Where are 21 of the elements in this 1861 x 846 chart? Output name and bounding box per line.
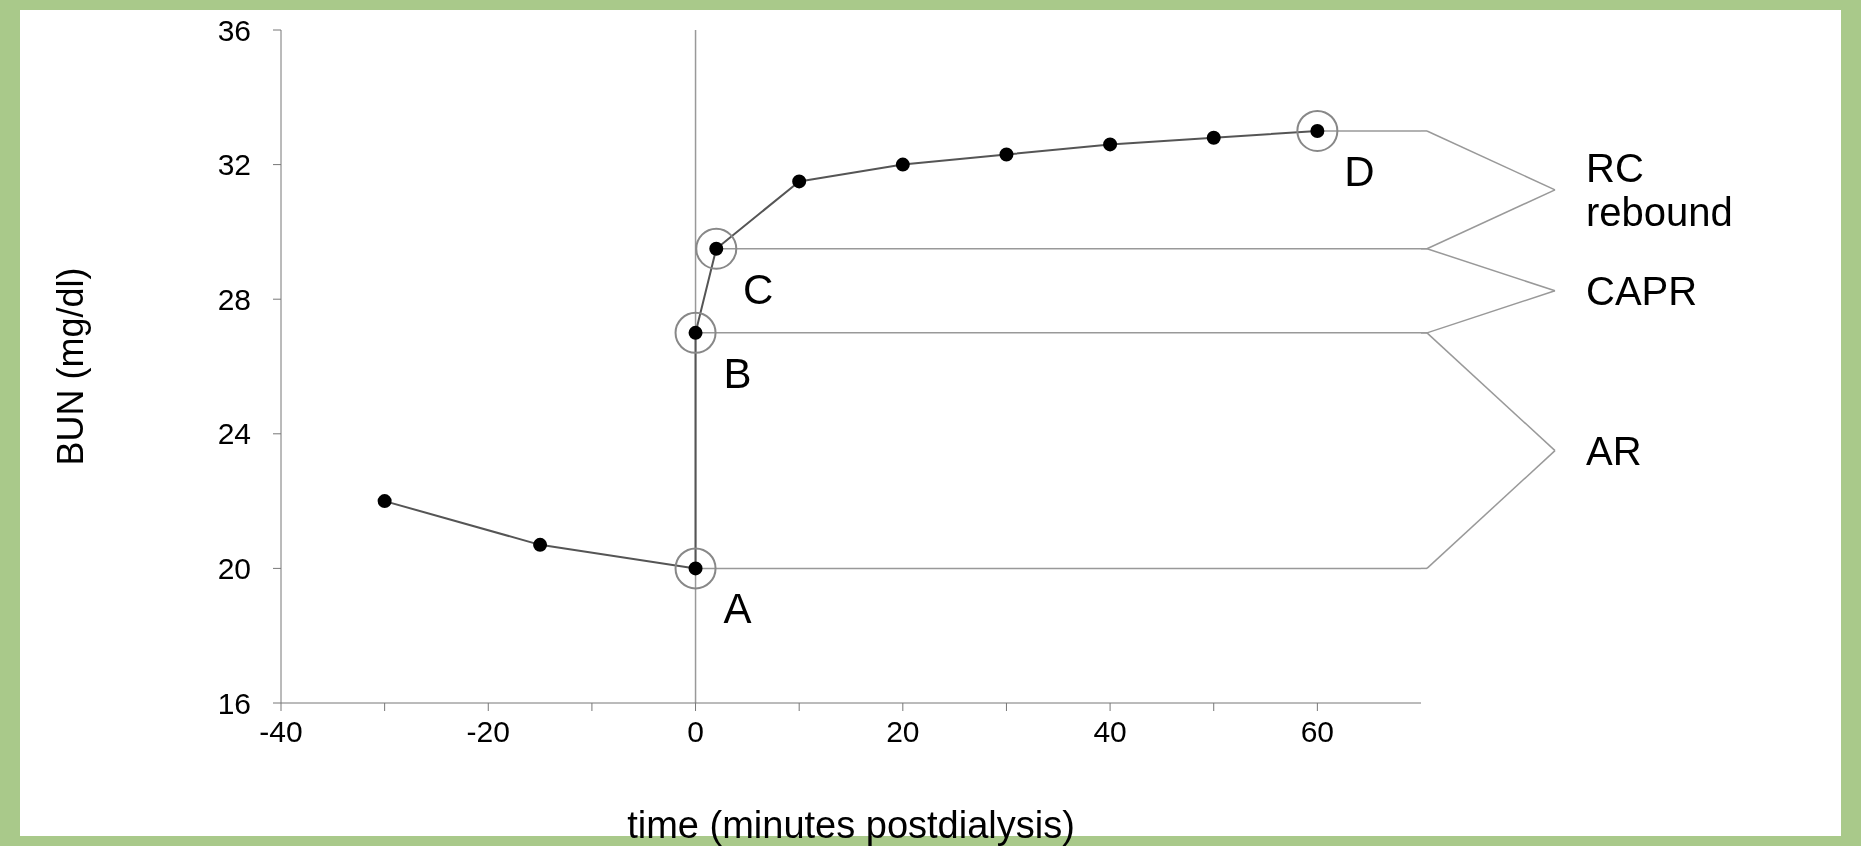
text: RC rebound: [1586, 145, 1734, 234]
annotation: A: [723, 585, 752, 633]
x-axis-title: time (minutes postdialysis): [627, 804, 1075, 846]
x-tick-label: -20: [466, 715, 510, 749]
y-tick-label: 16: [217, 686, 251, 720]
y-tick-label: 36: [217, 13, 251, 47]
annotation: C: [743, 265, 774, 313]
x-tick-label: 0: [687, 715, 704, 749]
x-tick-label: -40: [259, 715, 303, 749]
x-tick-label: 60: [1300, 715, 1335, 749]
y-tick-label: 32: [217, 148, 251, 182]
y-tick-label: 20: [217, 552, 251, 586]
x-tick-label: 40: [1093, 715, 1127, 749]
x-tick-label: 20: [886, 715, 920, 749]
y-tick-label: 28: [217, 282, 251, 316]
annotation: D: [1344, 147, 1375, 195]
text: CAPR: [1586, 268, 1699, 313]
y-axis-title: BUN (mg/dl): [49, 267, 91, 466]
y-tick-label: 24: [217, 417, 251, 451]
text: AR: [1586, 428, 1643, 473]
annotation: B: [723, 349, 752, 397]
